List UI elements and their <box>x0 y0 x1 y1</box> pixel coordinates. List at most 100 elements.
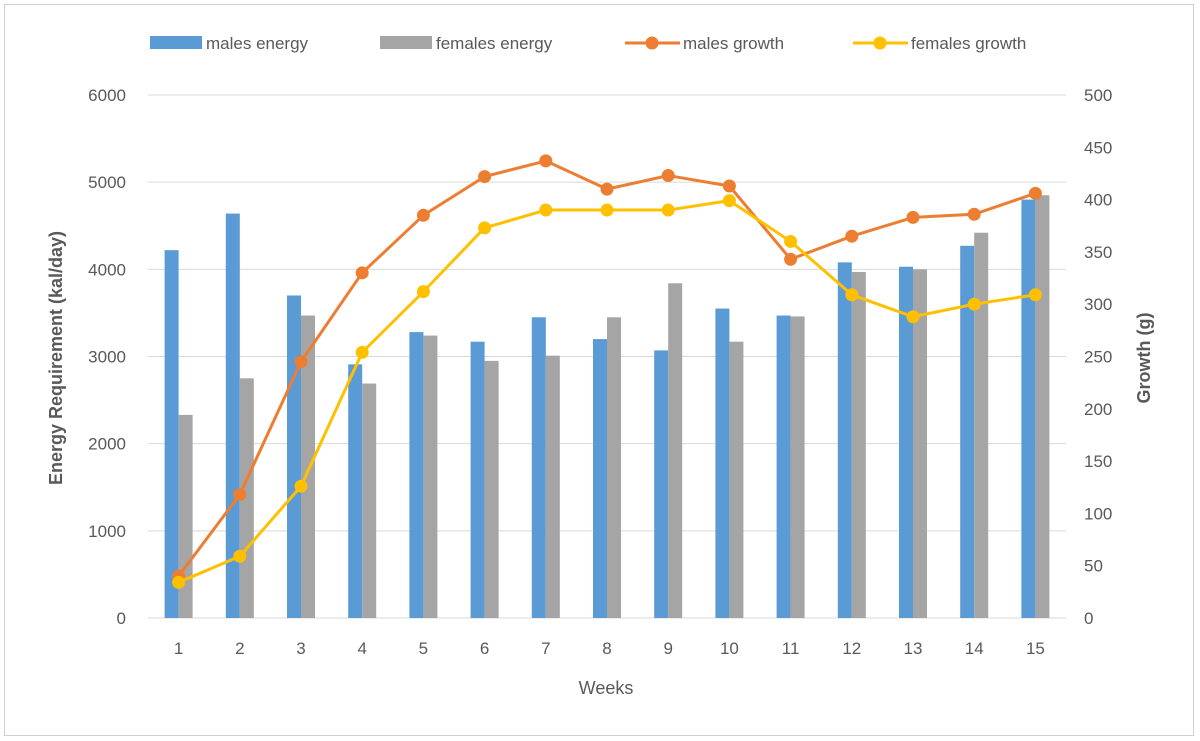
bar-females-energy <box>851 271 866 618</box>
bar-males-energy <box>899 266 913 618</box>
point-males-growth <box>600 182 614 196</box>
y-tick-label: 4000 <box>88 260 126 279</box>
x-tick-label: 12 <box>842 639 861 658</box>
bar-males-energy <box>654 350 669 618</box>
point-females-growth <box>294 479 308 493</box>
bar-males-energy <box>715 308 730 618</box>
bar-males-energy <box>531 317 546 618</box>
y2-tick-label: 200 <box>1084 400 1112 419</box>
legend-label-males-energy: males energy <box>206 34 309 53</box>
y-tick-label: 6000 <box>88 86 126 105</box>
point-females-growth <box>661 203 675 217</box>
bar-females-energy <box>790 316 805 618</box>
point-males-growth <box>906 210 920 224</box>
x-tick-label: 2 <box>235 639 244 658</box>
bar-males-energy <box>776 315 791 618</box>
x-tick-label: 1 <box>174 639 183 658</box>
y2-axis-title: Growth (g) <box>1134 313 1154 404</box>
x-axis-title: Weeks <box>579 678 634 698</box>
bar-males-energy <box>164 250 179 618</box>
legend-marker-males-growth <box>645 36 659 50</box>
bar-males-energy <box>593 339 607 618</box>
y-axis-title: Energy Requirement (kal/day) <box>46 231 66 485</box>
x-axis: 1 2 3 4 5 6 7 8 9 10 11 12 13 14 15 <box>174 639 1045 658</box>
bar-males-energy <box>960 245 975 618</box>
y-tick-label: 5000 <box>88 173 126 192</box>
x-tick-label: 15 <box>1026 639 1045 658</box>
y2-tick-label: 400 <box>1084 191 1112 210</box>
point-males-growth <box>722 179 736 193</box>
bar-females-energy <box>301 315 315 618</box>
y-axis-right: 0 50 100 150 200 250 300 350 400 450 500 <box>1084 86 1112 628</box>
point-males-growth <box>355 266 369 280</box>
y2-tick-label: 500 <box>1084 86 1112 105</box>
y2-tick-label: 300 <box>1084 295 1112 314</box>
x-tick-label: 11 <box>782 639 800 658</box>
legend: males energy females energy males growth fe… <box>150 34 1026 53</box>
y-axis-left: 0 1000 2000 3000 4000 5000 6000 <box>88 86 126 628</box>
y-tick-label: 0 <box>117 609 126 628</box>
x-tick-label: 5 <box>419 639 428 658</box>
y2-tick-label: 250 <box>1084 348 1112 367</box>
point-males-growth <box>416 208 430 222</box>
x-tick-label: 6 <box>480 639 489 658</box>
x-tick-label: 3 <box>296 639 305 658</box>
x-tick-label: 7 <box>541 639 550 658</box>
legend-label-males-growth: males growth <box>683 34 784 53</box>
y-tick-label: 1000 <box>88 522 126 541</box>
x-tick-label: 4 <box>357 639 366 658</box>
legend-swatch-males-energy <box>150 36 202 49</box>
x-tick-label: 8 <box>602 639 611 658</box>
y-tick-label: 3000 <box>88 348 126 367</box>
y-tick-label: 2000 <box>88 435 126 454</box>
bar-females-energy <box>729 341 744 618</box>
point-males-growth <box>967 207 981 221</box>
legend-swatch-females-energy <box>380 36 432 49</box>
bar-males-energy <box>1021 199 1036 618</box>
point-males-growth <box>784 252 798 266</box>
point-females-growth <box>722 194 736 208</box>
point-females-growth <box>539 203 553 217</box>
point-males-growth <box>1028 186 1042 200</box>
y2-tick-label: 0 <box>1084 609 1093 628</box>
bar-females-energy <box>974 232 989 618</box>
bar-males-energy <box>348 364 363 618</box>
bar-females-energy <box>484 360 499 618</box>
point-males-growth <box>661 169 675 183</box>
bar-females-energy <box>607 317 621 618</box>
point-females-growth <box>478 221 492 235</box>
point-males-growth <box>539 154 553 168</box>
y2-tick-label: 100 <box>1084 504 1112 523</box>
legend-marker-females-growth <box>873 36 887 50</box>
point-females-growth <box>233 549 247 563</box>
bar-males-energy <box>837 262 852 618</box>
x-tick-label: 14 <box>965 639 984 658</box>
point-females-growth <box>845 288 859 302</box>
bar-females-energy <box>668 283 683 618</box>
point-females-growth <box>906 310 920 324</box>
bar-females-energy <box>423 335 438 618</box>
point-females-growth <box>1028 288 1042 302</box>
bar-males-energy <box>409 332 424 618</box>
y2-tick-label: 450 <box>1084 138 1112 157</box>
bar-males-energy <box>470 341 485 618</box>
point-females-growth <box>967 297 981 311</box>
point-males-growth <box>845 229 859 243</box>
y2-tick-label: 350 <box>1084 243 1112 262</box>
x-tick-label: 10 <box>720 639 739 658</box>
lines <box>172 154 1042 589</box>
x-tick-label: 9 <box>663 639 672 658</box>
point-females-growth <box>416 285 430 299</box>
bar-females-energy <box>913 269 927 618</box>
point-females-growth <box>600 203 614 217</box>
y2-tick-label: 150 <box>1084 452 1112 471</box>
bar-females-energy <box>1035 195 1050 618</box>
y2-tick-label: 50 <box>1084 557 1103 576</box>
bar-females-energy <box>178 414 193 618</box>
bar-males-energy <box>225 213 240 618</box>
point-males-growth <box>294 355 308 369</box>
bar-females-energy <box>362 383 377 618</box>
point-females-growth <box>355 345 369 359</box>
bar-females-energy <box>545 355 560 618</box>
